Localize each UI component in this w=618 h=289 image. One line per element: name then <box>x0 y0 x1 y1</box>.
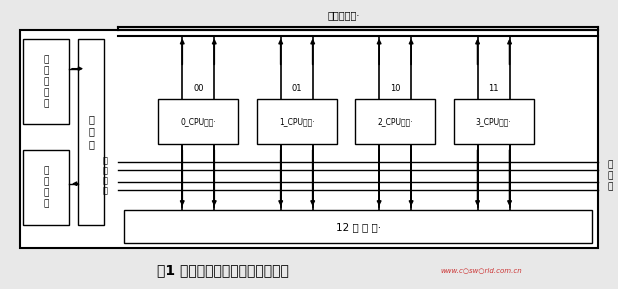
Text: 0_CPU地址·: 0_CPU地址· <box>180 117 216 126</box>
Bar <box>158 99 239 144</box>
Bar <box>20 30 598 248</box>
Text: www.c○sw○rld.com.cn: www.c○sw○rld.com.cn <box>441 267 522 273</box>
Text: 12 个 分 机·: 12 个 分 机· <box>336 222 381 232</box>
Bar <box>454 99 533 144</box>
Text: 01: 01 <box>292 84 302 93</box>
Text: 3_CPU地址·: 3_CPU地址· <box>476 117 512 126</box>
Text: 通信串行口·: 通信串行口· <box>328 10 360 20</box>
Text: 上
位
机: 上 位 机 <box>88 114 94 149</box>
Text: 1_CPU地址·: 1_CPU地址· <box>279 117 315 126</box>
Bar <box>355 99 435 144</box>
Text: 拨
号: 拨 号 <box>102 176 108 196</box>
Bar <box>256 99 337 144</box>
Text: 分
机
调
转: 分 机 调 转 <box>43 166 49 209</box>
Bar <box>23 150 69 225</box>
Text: 编
路: 编 路 <box>102 156 108 176</box>
Text: 11: 11 <box>488 84 499 93</box>
Text: 2_CPU地址·: 2_CPU地址· <box>378 117 413 126</box>
Bar <box>78 39 104 225</box>
Text: 信
号
音: 信 号 音 <box>607 160 613 192</box>
Text: 图1 多机通信程控交换机结构框图: 图1 多机通信程控交换机结构框图 <box>157 264 289 277</box>
Text: 00: 00 <box>193 84 203 93</box>
Bar <box>124 210 592 243</box>
Text: 10: 10 <box>390 84 400 93</box>
Bar <box>23 39 69 125</box>
Text: 分
机
调
拨
机: 分 机 调 拨 机 <box>43 55 49 108</box>
